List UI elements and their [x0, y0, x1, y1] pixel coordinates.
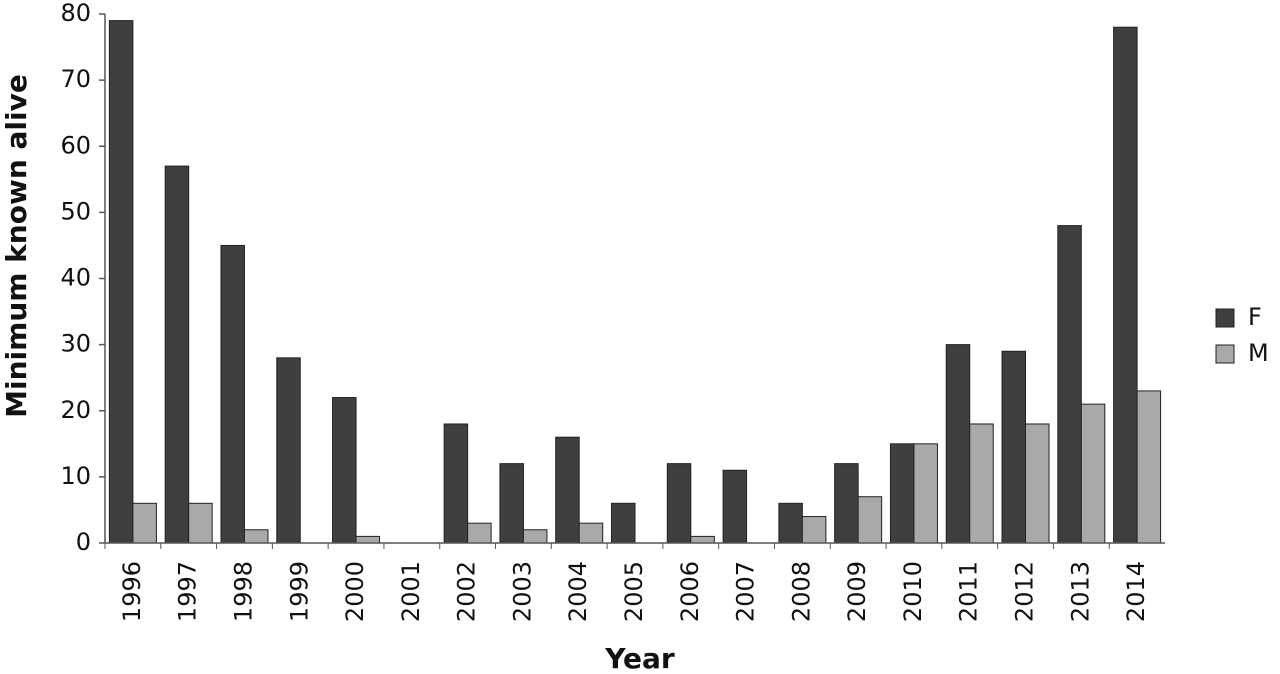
- y-tick-label: 80: [60, 0, 91, 27]
- bar: [690, 535, 715, 544]
- bar: [834, 463, 859, 544]
- x-tick-label: 2004: [564, 561, 592, 622]
- bar: [913, 443, 938, 544]
- bar: [1113, 26, 1138, 544]
- x-tick-label: 2014: [1122, 561, 1150, 622]
- y-axis-title: Minimum known alive: [0, 74, 33, 418]
- bar: [969, 423, 994, 544]
- x-tick-label: 2008: [787, 561, 815, 622]
- x-tick-label: 2005: [620, 561, 648, 622]
- x-tick-label: 2010: [899, 561, 927, 622]
- x-tick-label: 2002: [453, 561, 481, 622]
- y-tick-label: 60: [60, 131, 91, 159]
- legend-swatch: [1215, 344, 1235, 364]
- bar: [945, 344, 971, 544]
- bar: [1001, 350, 1027, 544]
- y-tick-label: 30: [60, 330, 91, 358]
- bar: [164, 165, 190, 544]
- bar: [722, 469, 748, 544]
- y-tick-label: 50: [60, 197, 91, 225]
- y-tick-label: 20: [60, 396, 91, 424]
- x-tick-label: 2006: [676, 561, 704, 622]
- legend-swatch: [1215, 308, 1235, 328]
- bar: [499, 463, 524, 544]
- bar: [132, 502, 157, 544]
- x-tick-label: 2000: [341, 561, 369, 622]
- legend-label: F: [1248, 303, 1262, 331]
- x-tick-label: 2012: [1011, 561, 1039, 622]
- bar: [355, 535, 381, 544]
- x-tick-label: 2003: [508, 561, 536, 622]
- bar: [889, 443, 915, 544]
- x-tick-label: 1998: [229, 561, 257, 622]
- y-tick-label: 10: [60, 462, 91, 490]
- y-tick-label: 40: [60, 264, 91, 292]
- bar: [1057, 225, 1082, 544]
- x-tick-label: 1996: [118, 561, 146, 622]
- bar: [1136, 390, 1162, 544]
- legend-label: M: [1248, 339, 1269, 367]
- bar: [778, 502, 803, 544]
- bar: [857, 496, 883, 544]
- bar: [801, 516, 827, 544]
- x-tick-label: 2013: [1066, 561, 1094, 622]
- y-tick-label: 0: [76, 528, 91, 556]
- x-tick-label: 2011: [955, 561, 983, 622]
- bar: [220, 244, 245, 544]
- x-tick-label: 1999: [285, 561, 313, 622]
- bar: [555, 436, 580, 544]
- x-tick-label: 2001: [397, 561, 425, 622]
- x-tick-label: 2009: [843, 561, 871, 622]
- bar: [108, 20, 134, 544]
- y-tick-label: 70: [60, 65, 91, 93]
- bar: [1025, 423, 1050, 544]
- bar: [578, 522, 604, 544]
- bar: [611, 502, 636, 544]
- bar: [1080, 403, 1106, 544]
- bar: [443, 423, 469, 544]
- bar: [467, 522, 492, 544]
- bar: [276, 357, 301, 544]
- bar: [666, 463, 692, 544]
- bar: [332, 397, 357, 544]
- x-tick-label: 1997: [174, 561, 202, 622]
- bar: [243, 529, 269, 544]
- x-axis-title: Year: [604, 642, 675, 674]
- bar: [522, 529, 548, 544]
- bar: [188, 502, 213, 544]
- x-tick-label: 2007: [732, 561, 760, 622]
